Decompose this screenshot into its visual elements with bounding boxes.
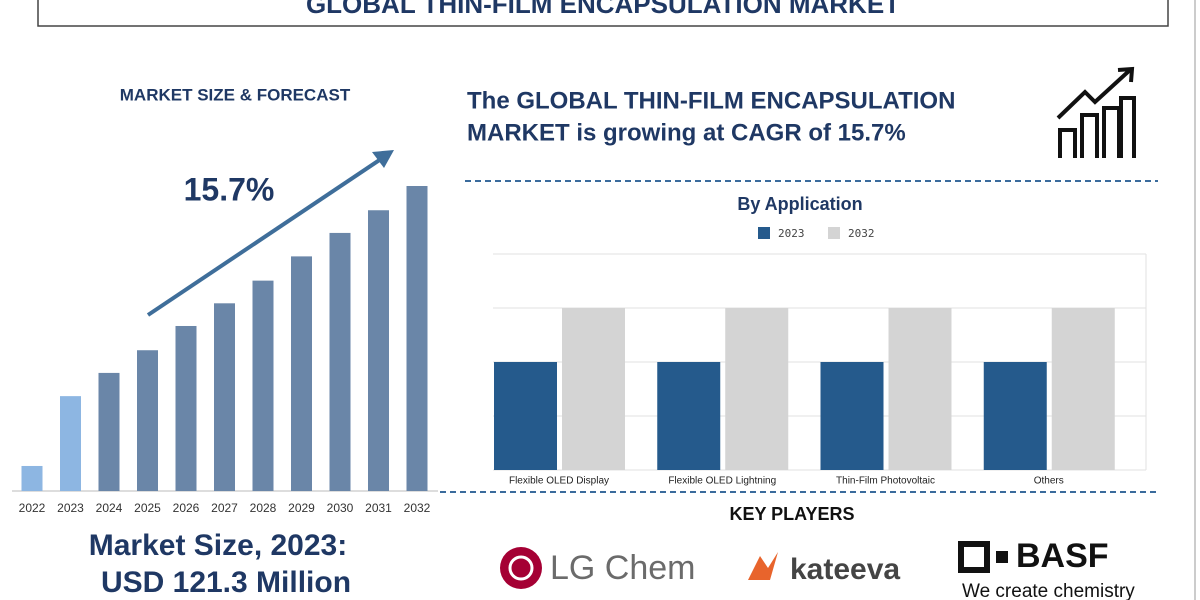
bar: [252, 280, 274, 491]
x-tick-label: 2030: [327, 501, 354, 515]
x-tick-label: 2023: [57, 501, 84, 515]
legend-swatch: [828, 227, 840, 239]
headline: The GLOBAL THIN-FILM ENCAPSULATION: [467, 87, 955, 114]
bar: [888, 308, 952, 470]
x-tick-label: 2022: [19, 501, 46, 515]
x-tick-label: 2024: [96, 501, 123, 515]
bar: [820, 362, 884, 470]
market-size-line: Market Size, 2023:: [89, 529, 347, 562]
market-size-line: USD 121.3 Million: [101, 566, 351, 599]
growth-icon: [1056, 66, 1136, 158]
page-title: GLOBAL THIN-FILM ENCAPSULATION MARKET: [306, 0, 900, 19]
legend-label: 2032: [848, 227, 875, 240]
title-box: [37, 0, 1169, 27]
bar: [329, 232, 351, 491]
x-tick-label: 2026: [173, 501, 200, 515]
bar: [657, 362, 721, 470]
basf-logo-dot: [996, 551, 1008, 563]
legend-label: 2023: [778, 227, 805, 240]
company-logo: BASF: [1016, 537, 1109, 575]
chart-title: By Application: [737, 194, 862, 214]
x-tick-label: Others: [1034, 476, 1064, 487]
headline: MARKET is growing at CAGR of 15.7%: [467, 119, 906, 146]
bar: [1051, 308, 1115, 470]
bar: [137, 350, 158, 491]
x-tick-label: 2032: [404, 501, 431, 515]
x-tick-label: Flexible OLED Display: [509, 476, 609, 487]
bar: [494, 362, 557, 470]
bar: [60, 396, 81, 491]
bar: [214, 303, 235, 491]
lg-logo-mark: [508, 555, 534, 581]
kateeva-logo: [748, 552, 778, 580]
legend-swatch: [758, 227, 770, 239]
x-tick-label: Flexible OLED Lightning: [668, 476, 776, 487]
company-logo: LG Chem: [550, 549, 696, 587]
x-tick-label: Thin-Film Photovoltaic: [836, 476, 935, 487]
x-tick-label: 2027: [211, 501, 238, 515]
x-tick-label: 2025: [134, 501, 161, 515]
lg-logo: [500, 547, 542, 589]
basf-logo: [958, 541, 990, 573]
company-logo: kateeva: [790, 553, 900, 586]
bar: [21, 465, 43, 491]
bar: [983, 362, 1047, 470]
bar: [175, 325, 197, 491]
x-tick-label: 2031: [365, 501, 392, 515]
section-title: KEY PLAYERS: [729, 504, 854, 524]
bar: [725, 308, 789, 470]
bar: [368, 210, 389, 491]
x-tick-label: 2029: [288, 501, 315, 515]
company-tagline: We create chemistry: [962, 581, 1135, 600]
chart-title: MARKET SIZE & FORECAST: [120, 85, 351, 104]
bar: [98, 372, 120, 491]
cagr-annotation: 15.7%: [184, 171, 275, 207]
bar: [562, 308, 625, 470]
arrow-head: [372, 150, 394, 168]
x-tick-label: 2028: [250, 501, 277, 515]
growth-arrow: [146, 155, 386, 317]
bar: [291, 256, 312, 491]
bar: [406, 186, 428, 491]
